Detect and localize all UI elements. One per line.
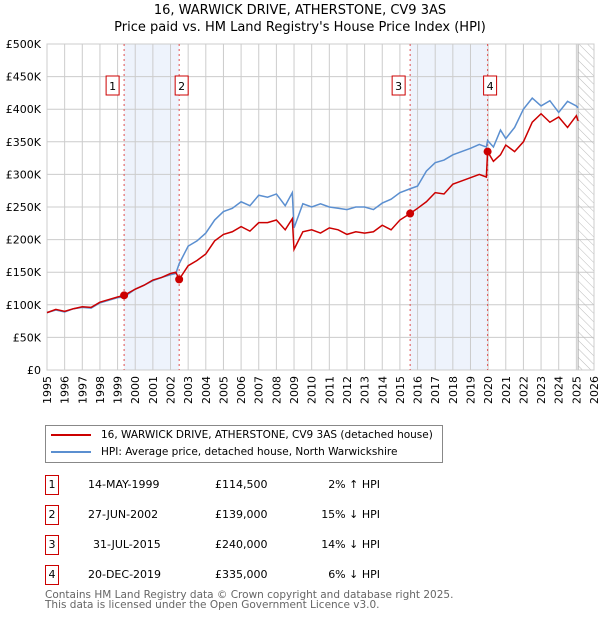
legend-red-swatch xyxy=(51,434,91,436)
x-tick-label: 2001 xyxy=(147,376,160,404)
transaction-price: £114,500 xyxy=(215,478,268,491)
y-tick-label: £400K xyxy=(6,103,42,116)
transaction-row: 2 27-JUN-2002 £139,000 15% ↓ HPI xyxy=(45,505,425,525)
y-tick-label: £350K xyxy=(6,136,42,149)
x-tick-label: 2012 xyxy=(341,376,354,404)
y-tick-label: £250K xyxy=(6,201,42,214)
x-tick-label: 2022 xyxy=(517,376,530,404)
y-tick-label: £150K xyxy=(6,266,42,279)
sale-label-box xyxy=(483,75,498,96)
legend-blue-swatch xyxy=(51,451,91,453)
x-tick-label: 2026 xyxy=(588,376,600,404)
x-tick-label: 2003 xyxy=(182,376,195,404)
x-tick-label: 2013 xyxy=(359,376,372,404)
sale-label: 2 xyxy=(178,80,185,93)
x-tick-label: 2017 xyxy=(429,376,442,404)
sale-point xyxy=(483,147,492,156)
x-tick-label: 1997 xyxy=(76,376,89,404)
x-tick-label: 2007 xyxy=(253,376,266,404)
footer-line1: Contains HM Land Registry data © Crown c… xyxy=(45,589,454,601)
transaction-number: 2 xyxy=(45,505,59,525)
x-tick-label: 2016 xyxy=(412,376,425,404)
chart-title: 16, WARWICK DRIVE, ATHERSTONE, CV9 3AS xyxy=(153,3,447,18)
y-tick-label: £500K xyxy=(6,38,42,51)
plot-border xyxy=(46,43,595,371)
x-tick-label: 2010 xyxy=(306,376,319,404)
legend-red-label: 16, WARWICK DRIVE, ATHERSTONE, CV9 3AS (… xyxy=(101,429,433,441)
x-tick-label: 1996 xyxy=(59,376,72,404)
transaction-number: 1 xyxy=(45,475,59,495)
x-tick-label: 1995 xyxy=(41,376,54,404)
footer: Contains HM Land Registry data © Crown c… xyxy=(45,589,454,611)
transaction-number: 4 xyxy=(45,565,59,585)
transaction-date: 14-MAY-1999 xyxy=(88,478,160,491)
sale-label: 3 xyxy=(395,80,402,93)
transaction-price: £335,000 xyxy=(215,568,268,581)
y-tick-label: £100K xyxy=(6,299,42,312)
x-tick-label: 2014 xyxy=(376,376,389,404)
forecast-hatch xyxy=(577,43,595,371)
x-tick-label: 2015 xyxy=(394,376,407,404)
sale-label-box xyxy=(391,75,406,96)
x-tick-label: 2021 xyxy=(500,376,513,404)
sale-label-box xyxy=(105,75,120,96)
sale-point xyxy=(175,275,184,284)
x-tick-label: 2002 xyxy=(165,376,178,404)
transaction-hpi: 15% ↓ HPI xyxy=(321,508,380,521)
transaction-row: 1 14-MAY-1999 £114,500 2% ↑ HPI xyxy=(45,475,425,495)
legend: 16, WARWICK DRIVE, ATHERSTONE, CV9 3AS (… xyxy=(45,425,443,463)
transaction-number: 3 xyxy=(45,535,59,555)
x-tick-label: 2025 xyxy=(570,376,583,404)
transaction-hpi: 14% ↓ HPI xyxy=(321,538,380,551)
chart-subtitle: Price paid vs. HM Land Registry's House … xyxy=(114,20,486,35)
x-tick-label: 2000 xyxy=(129,376,142,404)
transaction-price: £139,000 xyxy=(215,508,268,521)
sale-point xyxy=(120,291,129,300)
transaction-row: 3 31-JUL-2015 £240,000 14% ↓ HPI xyxy=(45,535,425,555)
transaction-hpi: 2% ↑ HPI xyxy=(328,478,380,491)
x-tick-label: 1999 xyxy=(112,376,125,404)
x-tick-label: 2011 xyxy=(323,376,336,404)
price-paid-line xyxy=(46,112,579,314)
sale-point xyxy=(406,209,415,218)
transaction-price: £240,000 xyxy=(215,538,268,551)
legend-blue-label: HPI: Average price, detached house, Nort… xyxy=(101,446,398,458)
x-tick-label: 2006 xyxy=(235,376,248,404)
plot-area: 1995 1996 1997 1998 1999 2000 2001 2002 2003 2004… xyxy=(6,38,600,404)
transaction-date: 27-JUN-2002 xyxy=(88,508,159,521)
x-tick-label: 2023 xyxy=(535,376,548,404)
y-tick-label: £300K xyxy=(6,168,42,181)
transaction-date: 31-JUL-2015 xyxy=(93,538,161,551)
x-tick-label: 2018 xyxy=(447,376,460,404)
transaction-hpi: 6% ↓ HPI xyxy=(328,568,380,581)
footer-line2: This data is licensed under the Open Gov… xyxy=(45,599,380,611)
x-tick-label: 2019 xyxy=(464,376,477,404)
y-tick-label: £0 xyxy=(27,364,41,377)
x-tick-label: 2024 xyxy=(553,376,566,404)
sale-label: 4 xyxy=(487,80,494,93)
x-tick-label: 1998 xyxy=(94,376,107,404)
x-tick-label: 2020 xyxy=(482,376,495,404)
transaction-row: 4 20-DEC-2019 £335,000 6% ↓ HPI xyxy=(45,565,425,585)
x-tick-label: 2004 xyxy=(200,376,213,404)
sale-label-box xyxy=(174,75,189,96)
x-tick-label: 2005 xyxy=(217,376,230,404)
x-tick-label: 2008 xyxy=(270,376,283,404)
y-tick-label: £200K xyxy=(6,234,42,247)
transaction-date: 20-DEC-2019 xyxy=(88,568,162,581)
y-tick-label: £450K xyxy=(6,71,42,84)
x-tick-label: 2009 xyxy=(288,376,301,404)
sale-label: 1 xyxy=(109,80,116,93)
y-tick-label: £50K xyxy=(13,331,42,344)
